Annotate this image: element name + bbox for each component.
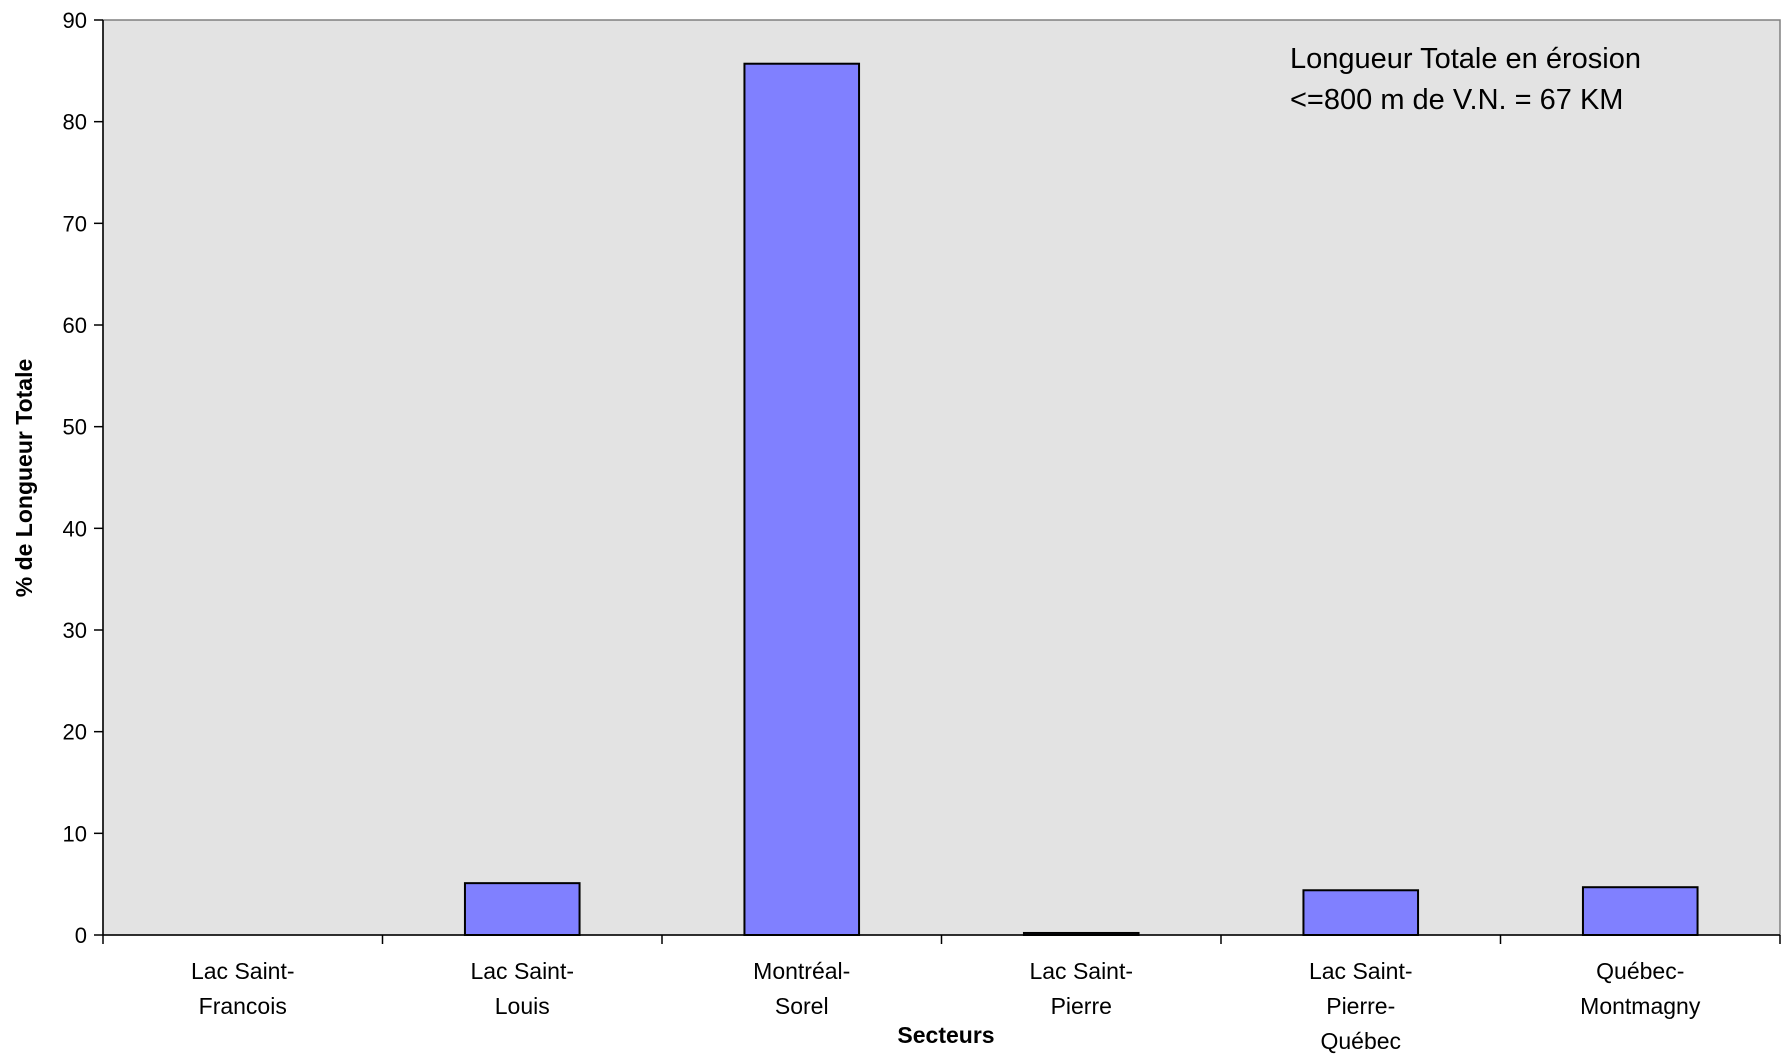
category-label: Québec-Montmagny <box>1580 958 1701 1019</box>
bar <box>743 62 861 936</box>
x-ticks-group <box>102 935 1781 944</box>
bar <box>1302 889 1420 936</box>
y-tick-label: 10 <box>63 821 87 846</box>
y-ticks-group: 0 10 20 30 40 50 60 70 80 90 <box>63 8 103 948</box>
category-label: Lac Saint-Pierre <box>1029 958 1133 1019</box>
y-tick-label: 80 <box>63 110 87 135</box>
y-axis-title: % de Longueur Totale <box>11 359 37 598</box>
y-tick-label: 40 <box>63 516 87 541</box>
category-label: Lac Saint-Louis <box>470 958 574 1019</box>
annotation-line: <=800 m de V.N. = 67 KM <box>1290 84 1623 116</box>
category-label: Montréal-Sorel <box>753 958 850 1019</box>
category-label: Lac Saint-Pierre-Québec <box>1309 958 1413 1054</box>
y-tick-label: 0 <box>75 923 87 948</box>
annotation-line: Longueur Totale en érosion <box>1290 43 1641 75</box>
category-labels-group: Lac Saint-Francois Lac Saint-Louis Montréa… <box>191 958 1701 1054</box>
annotation-box: Longueur Totale en érosion <=800 m de V.N… <box>1290 43 1641 116</box>
y-tick-label: 70 <box>63 211 87 236</box>
y-tick-label: 20 <box>63 720 87 745</box>
y-tick-label: 50 <box>63 415 87 440</box>
category-label: Lac Saint-Francois <box>191 958 295 1019</box>
y-tick-label: 90 <box>63 8 87 33</box>
y-tick-label: 30 <box>63 618 87 643</box>
bar <box>1581 886 1699 937</box>
bars-group <box>463 62 1699 937</box>
x-axis-title: Secteurs <box>897 1022 994 1048</box>
plot-area <box>102 19 1781 936</box>
bar <box>463 882 581 937</box>
y-tick-label: 60 <box>63 313 87 338</box>
